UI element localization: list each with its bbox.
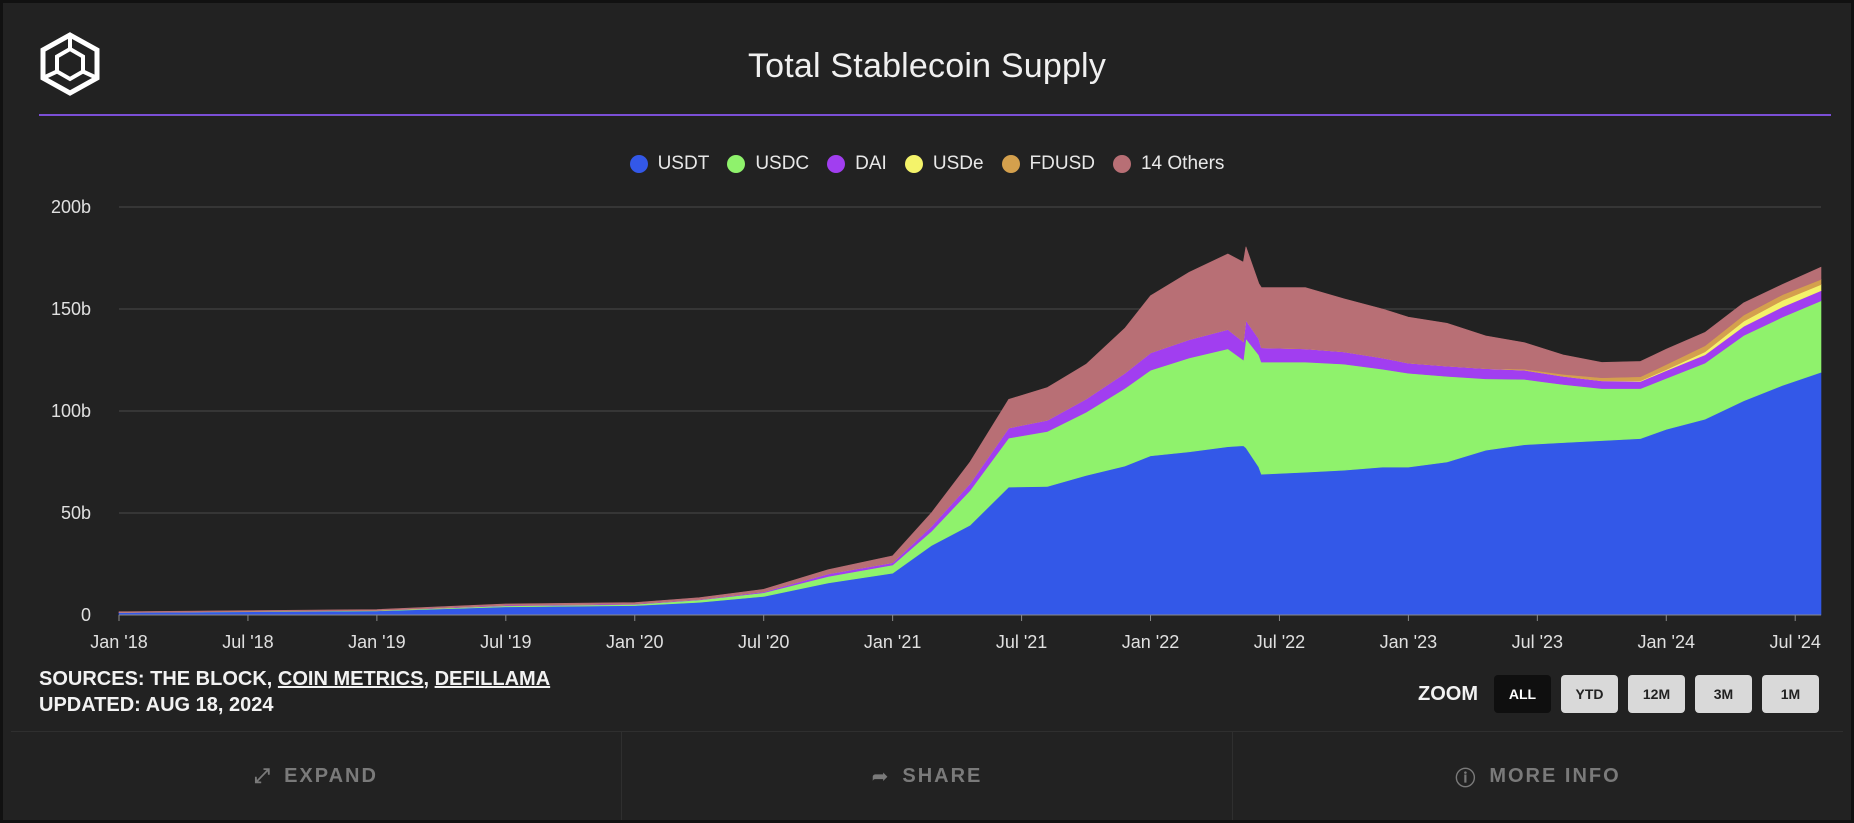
x-tick-label: Jan '19	[348, 632, 405, 652]
x-tick-label: Jul '21	[996, 632, 1047, 652]
zoom-controls: ZOOM ALL YTD 12M 3M 1M	[1418, 675, 1819, 713]
expand-label: EXPAND	[284, 764, 378, 787]
more-info-label: MORE INFO	[1489, 764, 1621, 787]
sources-line: SOURCES: THE BLOCK, COIN METRICS, DEFILL…	[39, 666, 550, 692]
legend-dot-icon	[1112, 155, 1131, 173]
y-tick-label: 150b	[51, 299, 91, 319]
footer-actions: ⤢ EXPAND ➦ SHARE ⓘ MORE INFO	[11, 731, 1843, 820]
info-circle-icon: ⓘ	[1455, 767, 1478, 790]
legend-item-fdusd[interactable]: FDUSD	[1001, 153, 1095, 175]
chart-title: Total Stablecoin Supply	[747, 47, 1107, 85]
coin-metrics-link[interactable]: COIN METRICS	[277, 668, 424, 690]
x-tick-label: Jan '18	[90, 632, 147, 652]
expand-arrows-icon: ⤢	[254, 764, 273, 787]
legend-label: USDe	[932, 153, 984, 174]
zoom-label: ZOOM	[1418, 682, 1478, 705]
legend-label: USDC	[755, 153, 810, 174]
zoom-all-button[interactable]: ALL	[1494, 675, 1551, 713]
legend-label: DAI	[855, 153, 887, 174]
zoom-1m-button[interactable]: 1M	[1762, 675, 1819, 713]
chart-legend: USDT USDC DAI USDe FDUSD 14 Others	[3, 153, 1851, 175]
area-series-14-others[interactable]	[118, 246, 1822, 613]
legend-dot-icon	[629, 155, 648, 173]
y-tick-label: 0	[81, 605, 91, 625]
legend-dot-icon	[904, 155, 923, 173]
x-tick-label: Jul '19	[480, 632, 531, 652]
zoom-3m-button[interactable]: 3M	[1695, 675, 1752, 713]
x-tick-label: Jul '24	[1769, 632, 1820, 652]
share-button[interactable]: ➦ SHARE	[622, 732, 1233, 820]
legend-label: USDT	[657, 153, 710, 174]
legend-dot-icon	[1001, 155, 1020, 173]
legend-item-usdt[interactable]: USDT	[629, 153, 710, 175]
sources-separator: ,	[423, 668, 435, 690]
title-divider	[39, 114, 1831, 116]
y-tick-label: 50b	[61, 503, 91, 523]
plot-area[interactable]: 0 50b 100b 150b 200b Jan '18 Jul '18 Jan '19 Jul…	[3, 3, 1854, 663]
share-label: SHARE	[902, 764, 983, 787]
legend-dot-icon	[727, 155, 746, 173]
legend-dot-icon	[827, 155, 846, 173]
share-arrow-icon: ➦	[871, 765, 891, 788]
x-tick-label: Jan '24	[1638, 632, 1695, 652]
cube-logo-icon	[40, 32, 100, 96]
legend-item-usde[interactable]: USDe	[904, 153, 984, 175]
expand-button[interactable]: ⤢ EXPAND	[11, 732, 622, 820]
updated-date: UPDATED: AUG 18, 2024	[39, 694, 274, 716]
defillama-link[interactable]: DEFILLAMA	[434, 668, 551, 690]
legend-label: FDUSD	[1029, 153, 1095, 174]
x-tick-label: Jul '18	[222, 632, 273, 652]
x-tick-label: Jan '21	[864, 632, 921, 652]
legend-label: 14 Others	[1140, 153, 1225, 174]
x-tick-label: Jan '20	[606, 632, 663, 652]
zoom-12m-button[interactable]: 12M	[1628, 675, 1685, 713]
y-tick-label: 100b	[51, 401, 91, 421]
x-tick-label: Jul '22	[1254, 632, 1305, 652]
x-tick-label: Jan '23	[1380, 632, 1437, 652]
more-info-button[interactable]: ⓘ MORE INFO	[1233, 732, 1843, 820]
sources-block: SOURCES: THE BLOCK, COIN METRICS, DEFILL…	[39, 666, 550, 718]
zoom-ytd-button[interactable]: YTD	[1561, 675, 1618, 713]
sources-prefix: SOURCES: THE BLOCK,	[39, 668, 278, 690]
legend-item-14-others[interactable]: 14 Others	[1112, 153, 1225, 175]
x-tick-label: Jul '23	[1512, 632, 1563, 652]
x-tick-label: Jan '22	[1122, 632, 1179, 652]
y-tick-label: 200b	[51, 197, 91, 217]
x-tick-label: Jul '20	[738, 632, 789, 652]
legend-item-dai[interactable]: DAI	[827, 153, 887, 175]
legend-item-usdc[interactable]: USDC	[727, 153, 809, 175]
